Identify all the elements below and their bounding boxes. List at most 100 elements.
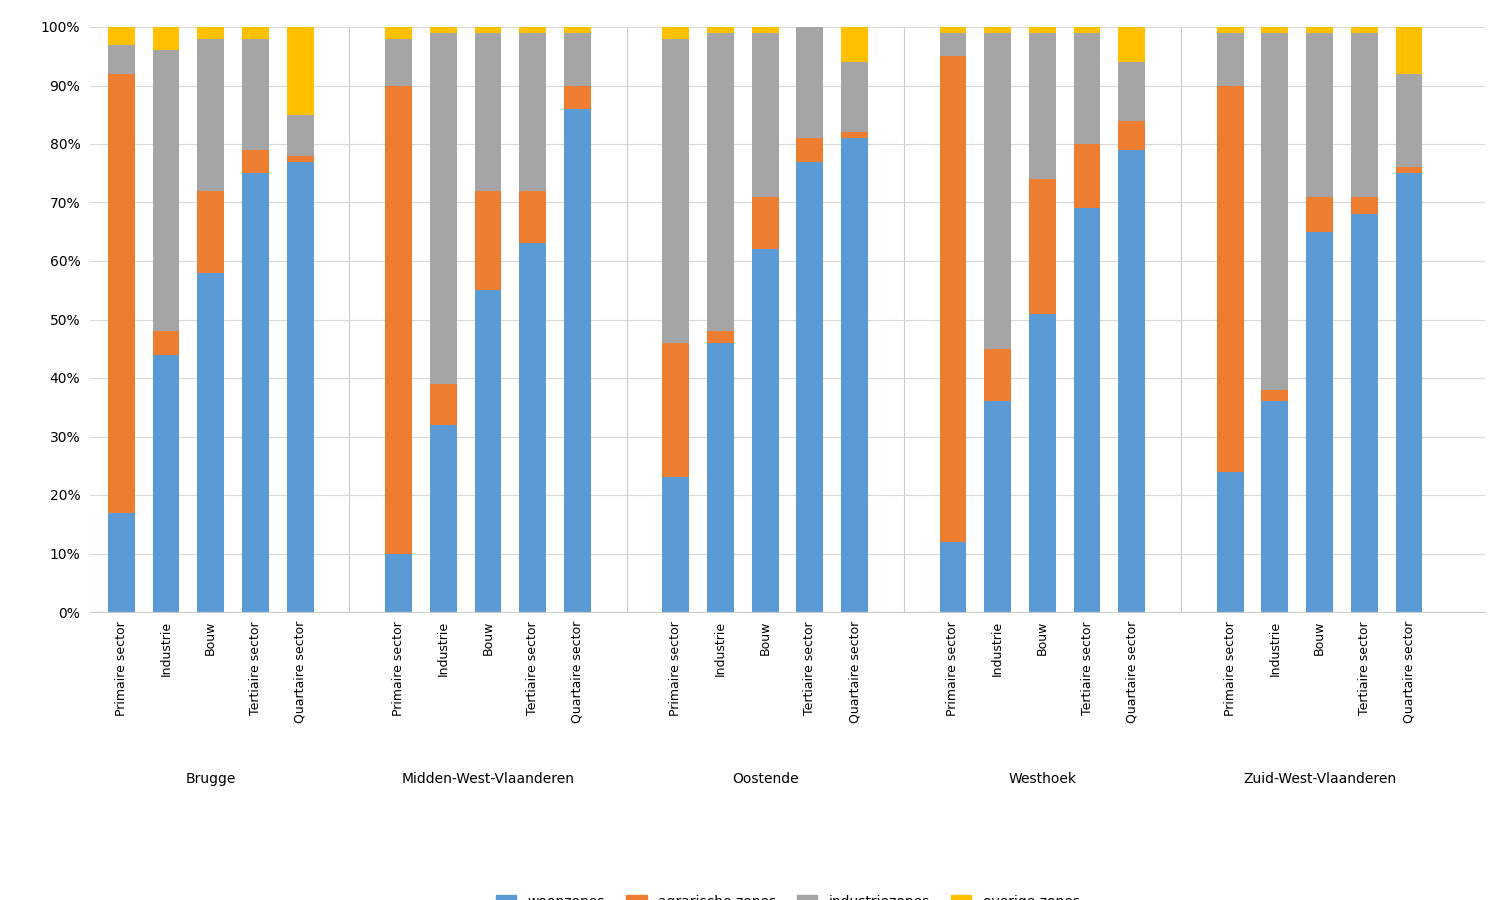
Bar [1216, 472, 1243, 612]
Bar [796, 27, 824, 138]
Bar [286, 162, 314, 612]
Bar [242, 173, 268, 612]
Bar [984, 401, 1011, 612]
Bar [286, 114, 314, 156]
Bar [939, 32, 966, 56]
Bar [663, 27, 688, 39]
Bar [842, 132, 868, 138]
Bar [198, 27, 223, 39]
Bar [842, 138, 868, 612]
Bar [1352, 197, 1377, 214]
Bar [1395, 173, 1422, 612]
Bar [1029, 32, 1056, 179]
Bar [1306, 27, 1334, 32]
Text: Oostende: Oostende [732, 771, 798, 786]
Bar [519, 27, 546, 32]
Bar [1352, 27, 1377, 32]
Bar [1395, 167, 1422, 173]
Bar [1119, 121, 1144, 149]
Text: Brugge: Brugge [186, 771, 236, 786]
Bar [564, 27, 591, 32]
Legend: woonzones, agrarische zones, industriezones, overige zones: woonzones, agrarische zones, industriezo… [495, 896, 1080, 900]
Bar [1262, 390, 1288, 401]
Bar [153, 355, 180, 612]
Bar [1074, 32, 1101, 144]
Bar [663, 39, 688, 343]
Bar [386, 27, 412, 39]
Bar [984, 32, 1011, 348]
Bar [1262, 27, 1288, 32]
Bar [1216, 86, 1243, 472]
Bar [1029, 179, 1056, 313]
Bar [1352, 32, 1377, 196]
Bar [1119, 62, 1144, 121]
Bar [842, 27, 868, 62]
Bar [108, 27, 135, 44]
Bar [1395, 27, 1422, 74]
Bar [842, 62, 868, 132]
Bar [752, 32, 778, 196]
Bar [474, 27, 501, 32]
Bar [1352, 214, 1377, 612]
Bar [198, 273, 223, 612]
Bar [108, 44, 135, 74]
Bar [108, 512, 135, 612]
Bar [706, 331, 734, 343]
Bar [386, 86, 412, 554]
Bar [242, 39, 268, 149]
Text: Zuid-West-Vlaanderen: Zuid-West-Vlaanderen [1244, 771, 1397, 786]
Bar [984, 348, 1011, 401]
Bar [519, 191, 546, 243]
Bar [1216, 32, 1243, 86]
Bar [242, 149, 268, 173]
Bar [706, 343, 734, 612]
Text: Westhoek: Westhoek [1008, 771, 1077, 786]
Bar [430, 32, 456, 383]
Bar [706, 32, 734, 331]
Bar [198, 191, 223, 273]
Bar [939, 27, 966, 32]
Bar [474, 290, 501, 612]
Bar [939, 542, 966, 612]
Bar [564, 32, 591, 86]
Bar [474, 191, 501, 290]
Bar [1306, 32, 1334, 196]
Bar [474, 32, 501, 191]
Bar [430, 27, 456, 32]
Bar [939, 56, 966, 542]
Bar [430, 425, 456, 612]
Bar [663, 343, 688, 477]
Bar [1029, 27, 1056, 32]
Bar [1074, 208, 1101, 612]
Bar [1262, 32, 1288, 390]
Bar [153, 27, 180, 50]
Bar [564, 109, 591, 612]
Bar [1029, 313, 1056, 612]
Bar [386, 39, 412, 86]
Bar [153, 50, 180, 331]
Bar [1119, 149, 1144, 612]
Bar [1395, 74, 1422, 167]
Bar [706, 27, 734, 32]
Bar [286, 27, 314, 114]
Bar [663, 477, 688, 612]
Bar [108, 74, 135, 512]
Bar [386, 554, 412, 612]
Bar [519, 243, 546, 612]
Bar [984, 27, 1011, 32]
Bar [1306, 196, 1334, 231]
Bar [198, 39, 223, 191]
Bar [1119, 27, 1144, 62]
Bar [430, 383, 456, 425]
Bar [796, 162, 824, 612]
Text: Midden-West-Vlaanderen: Midden-West-Vlaanderen [402, 771, 574, 786]
Bar [1262, 401, 1288, 612]
Bar [752, 249, 778, 612]
Bar [519, 32, 546, 191]
Bar [796, 138, 824, 162]
Bar [1074, 144, 1101, 208]
Bar [752, 197, 778, 249]
Bar [564, 86, 591, 109]
Bar [153, 331, 180, 355]
Bar [752, 27, 778, 32]
